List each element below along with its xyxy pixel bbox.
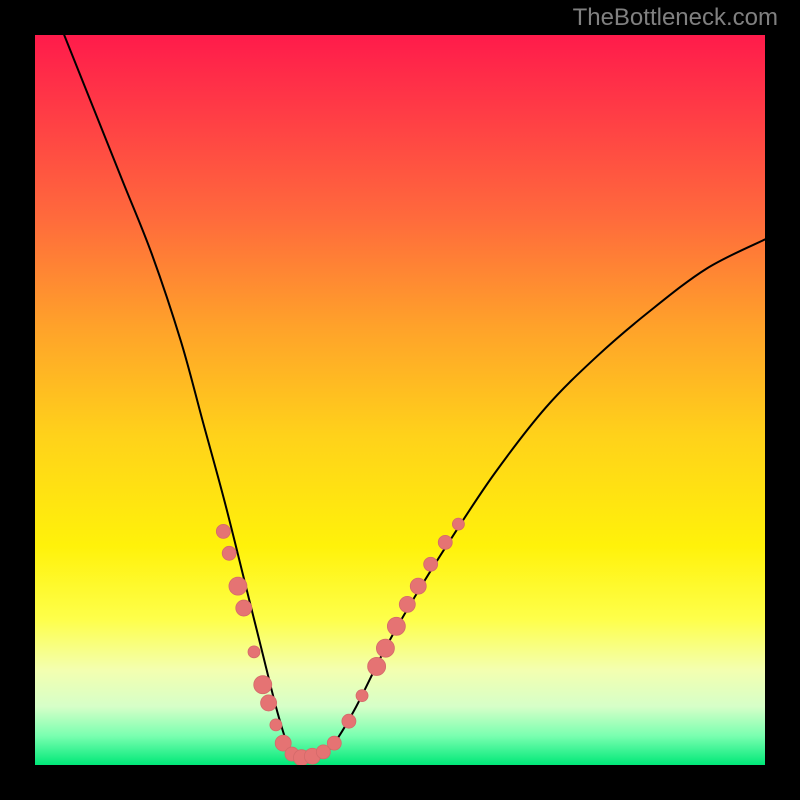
data-marker [368, 657, 386, 675]
data-marker [222, 546, 236, 560]
gradient-background [35, 35, 765, 765]
data-marker [387, 617, 405, 635]
data-marker [248, 646, 260, 658]
data-marker [376, 639, 394, 657]
plot-surface [35, 35, 765, 765]
data-marker [424, 557, 438, 571]
data-marker [216, 524, 230, 538]
data-marker [254, 676, 272, 694]
data-marker [356, 690, 368, 702]
data-marker [342, 714, 356, 728]
data-marker [229, 577, 247, 595]
data-marker [236, 600, 252, 616]
data-marker [270, 719, 282, 731]
data-marker [327, 736, 341, 750]
data-marker [410, 578, 426, 594]
data-marker [261, 695, 277, 711]
data-marker [438, 535, 452, 549]
watermark-text: TheBottleneck.com [573, 4, 778, 32]
data-marker [452, 518, 464, 530]
chart-root: TheBottleneck.com [0, 0, 800, 800]
data-marker [399, 596, 415, 612]
